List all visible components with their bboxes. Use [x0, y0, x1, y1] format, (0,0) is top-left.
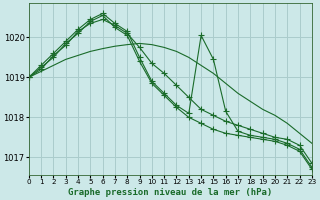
X-axis label: Graphe pression niveau de la mer (hPa): Graphe pression niveau de la mer (hPa)	[68, 188, 272, 197]
